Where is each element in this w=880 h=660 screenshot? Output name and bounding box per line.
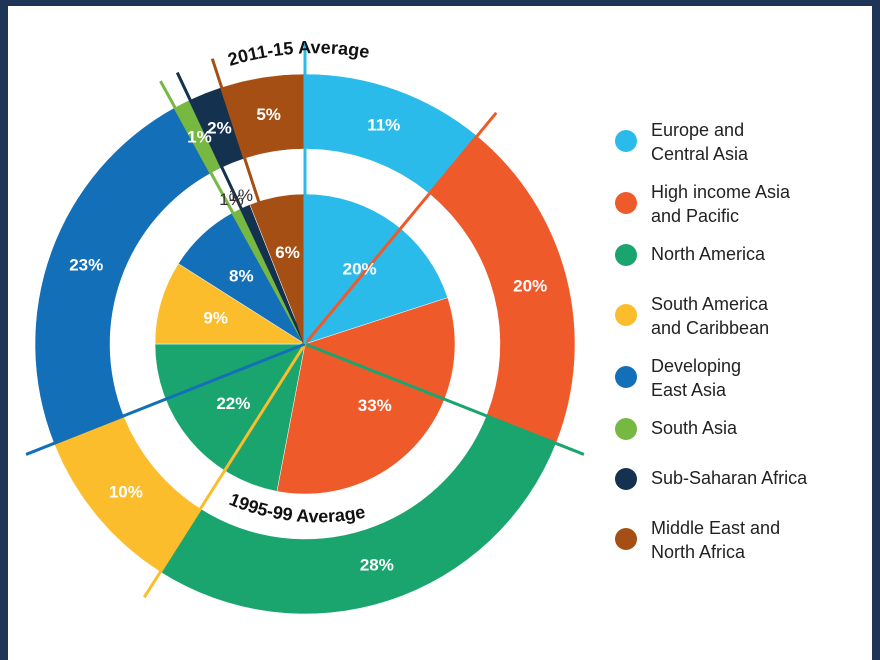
legend-label: North America (651, 244, 766, 264)
legend-label: Developing East Asia (651, 356, 742, 400)
leader-line-north-america (304, 342, 585, 456)
legend-item-developing-east-asia: Developing East Asia (613, 354, 863, 416)
legend-label: South Asia (651, 418, 738, 438)
legend-swatch (615, 366, 637, 388)
inner-slice-europe-and-central-asia (304, 193, 448, 345)
outer-label-south-america-and-caribbean: 10% (109, 483, 143, 502)
inner-label-south-america-and-caribbean: 9% (203, 309, 228, 328)
leader-line-high-income-asia-and-pacific (303, 111, 498, 345)
outer-label-middle-east-and-north-africa: 5% (256, 105, 281, 124)
inner-slice-south-america-and-caribbean (154, 263, 306, 345)
leader-lines (25, 44, 585, 599)
outer-label-europe-and-central-asia: 11% (367, 116, 400, 135)
legend-label: High income Asia and Pacific (651, 182, 791, 226)
outer-label-developing-east-asia: 23% (69, 256, 103, 275)
inner-label-south-asia: 1% (219, 190, 244, 209)
legend-label: South America and Caribbean (651, 294, 770, 338)
inner-pie-title: 1995-99 Average (226, 489, 366, 526)
donut-chart: 11%20%28%10%23%1%2%5%20%33%22%9%8%1%1%6%… (25, 37, 585, 615)
leader-line-sub-saharan-africa (175, 71, 307, 345)
outer-slice-north-america (159, 415, 557, 615)
legend-item-south-america-and-caribbean: South America and Caribbean (613, 292, 863, 354)
legend-item-south-asia: South Asia (613, 416, 863, 466)
legend-label: Sub-Saharan Africa (651, 468, 808, 488)
leader-line-developing-east-asia (25, 342, 306, 456)
legend: Europe and Central Asia High income Asia … (613, 118, 863, 578)
legend-swatch (615, 192, 637, 214)
inner-label-europe-and-central-asia: 20% (343, 259, 377, 278)
outer-slice-high-income-asia-and-pacific (428, 135, 576, 444)
legend-swatch (615, 418, 637, 440)
legend-item-middle-east-and-north-africa: Middle East and North Africa (613, 516, 863, 578)
legend-swatch (615, 528, 637, 550)
outer-label-sub-saharan-africa: 2% (207, 118, 232, 137)
inner-label-middle-east-and-north-africa: 6% (275, 243, 300, 262)
leader-line-south-america-and-caribbean (142, 343, 307, 599)
legend-swatch (615, 244, 637, 266)
legend-swatch (615, 468, 637, 490)
outer-label-south-asia: 1% (187, 127, 212, 146)
legend-item-high-income-asia-and-pacific: High income Asia and Pacific (613, 180, 863, 242)
slice-labels: 11%20%28%10%23%1%2%5%20%33%22%9%8%1%1%6% (69, 105, 547, 575)
inner-label-north-america: 22% (216, 394, 250, 413)
legend-label: Europe and Central Asia (651, 120, 749, 164)
outer-ring (34, 73, 576, 615)
outer-label-north-america: 28% (360, 556, 394, 575)
outer-ring-title: 2011-15 Average (226, 37, 371, 70)
inner-label-high-income-asia-and-pacific: 33% (358, 396, 392, 415)
inner-slice-high-income-asia-and-pacific (276, 297, 456, 495)
legend-swatch (615, 304, 637, 326)
outer-label-high-income-asia-and-pacific: 20% (513, 277, 547, 296)
inner-label-developing-east-asia: 8% (229, 267, 254, 286)
legend-item-europe-and-central-asia: Europe and Central Asia (613, 118, 863, 180)
legend-item-north-america: North America (613, 242, 863, 292)
chart-frame: 11% 20% 28% 10% 23% 1% 2% 5% 20% 33% 22% 9% 8% 1% 1% 6%… (8, 6, 872, 660)
inner-label-sub-saharan-africa: 1% (228, 186, 253, 205)
inner-slice-north-america (154, 343, 306, 492)
leader-line-south-asia (159, 80, 307, 345)
legend-item-sub-saharan-africa: Sub-Saharan Africa (613, 466, 863, 516)
legend-swatch (615, 130, 637, 152)
legend-label: Middle East and North Africa (651, 518, 781, 562)
leader-line-middle-east-and-north-africa (210, 58, 307, 345)
